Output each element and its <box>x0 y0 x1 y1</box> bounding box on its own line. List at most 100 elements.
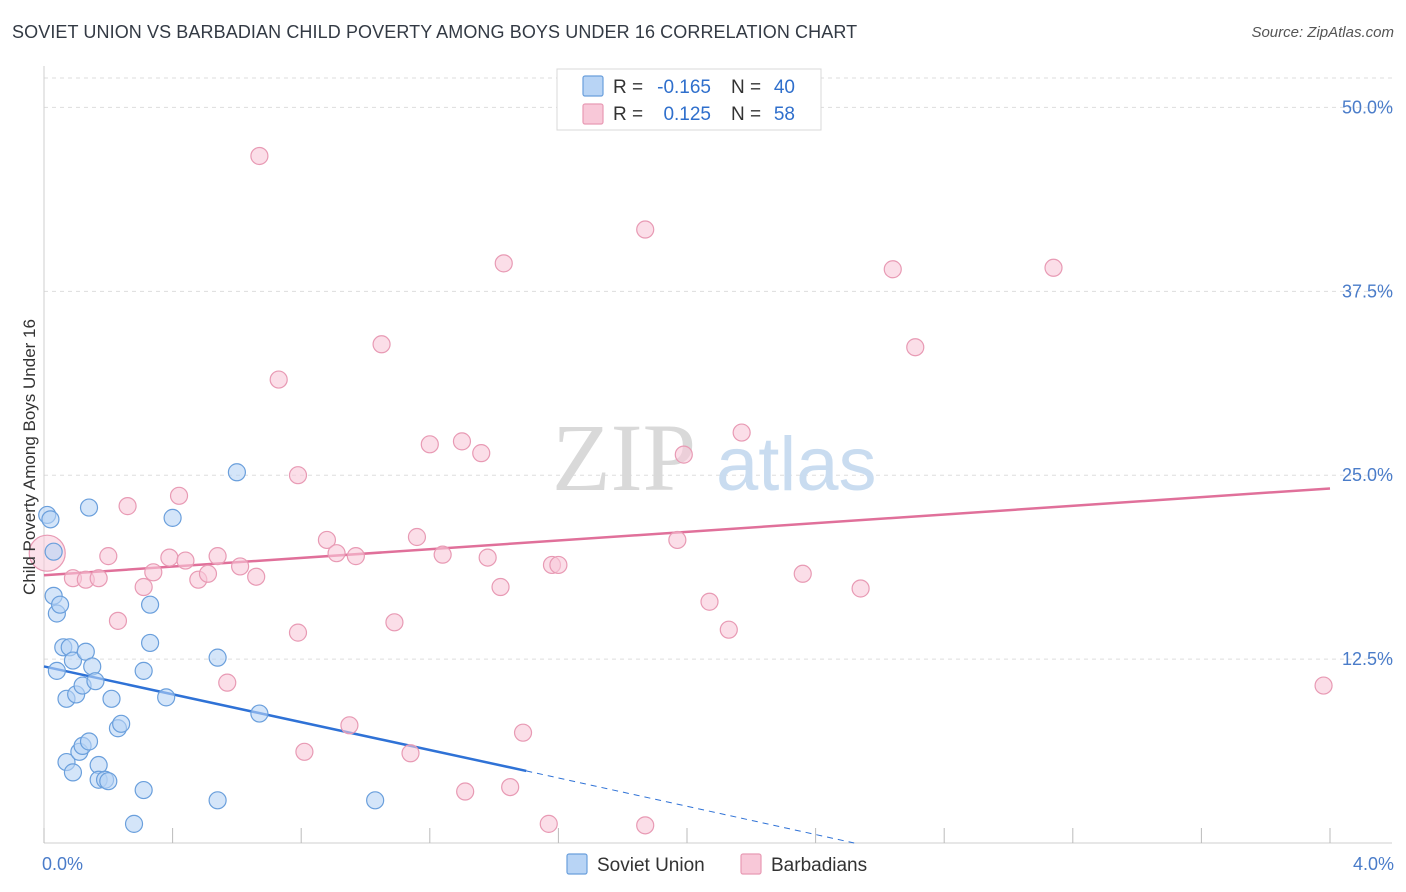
legend-n-label-barbadians: N = <box>731 104 761 125</box>
y-axis-title: Child Poverty Among Boys Under 16 <box>20 319 39 595</box>
legend-n-label-soviet: N = <box>731 77 761 98</box>
soviet-point-19 <box>79 498 99 517</box>
soviet-point-18 <box>79 732 99 751</box>
soviet-trend-extension <box>526 770 855 844</box>
barbadians-point-4 <box>99 547 118 566</box>
soviet-point-29 <box>124 814 144 833</box>
barbadians-trend-line <box>43 487 1331 577</box>
barbadians-point-54 <box>906 338 925 357</box>
barbadians-point-40 <box>513 723 533 742</box>
axes: 12.5% 25.0% 37.5% 50.0% 0.0% 4.0% <box>42 66 1394 874</box>
barbadians-point-39 <box>501 777 520 797</box>
watermark: ZIP atlas <box>552 404 877 511</box>
source-credit: Source: ZipAtlas.com <box>1251 24 1394 41</box>
barbadians-point-55 <box>1044 258 1063 277</box>
barbadians-point-31 <box>420 435 439 454</box>
soviet-point-32 <box>140 595 160 614</box>
barbadians-point-21 <box>288 466 308 485</box>
barbadians-point-24 <box>327 544 346 563</box>
barbadians-point-43 <box>549 555 568 575</box>
series-label-soviet[interactable]: Soviet Union <box>597 855 705 876</box>
barbadians-point-9 <box>160 548 179 567</box>
barbadians-point-11 <box>176 551 195 570</box>
legend-r-label-barbadians: R = <box>613 104 643 125</box>
soviet-point-12 <box>63 763 83 782</box>
barbadians-point-25 <box>340 716 359 735</box>
y-tick-label-0: 12.5% <box>1342 649 1393 669</box>
barbadians-point-51 <box>793 564 812 583</box>
soviet-point-33 <box>140 633 160 653</box>
barbadians-point-48 <box>700 592 719 611</box>
barbadians-point-47 <box>674 445 693 464</box>
trend-lines <box>43 487 1331 844</box>
soviet-point-30 <box>134 780 153 800</box>
barbadians-point-28 <box>385 613 404 632</box>
barbadians-point-46 <box>668 530 687 550</box>
barbadians-point-17 <box>247 567 266 586</box>
legend-swatch-soviet <box>582 75 604 97</box>
barbadians-point-56 <box>1314 676 1333 695</box>
barbadians-point-18 <box>250 146 269 166</box>
barbadians-point-38 <box>494 254 513 273</box>
soviet-point-36 <box>208 648 227 667</box>
barbadians-point-22 <box>295 742 314 761</box>
barbadians-point-19 <box>269 370 288 389</box>
barbadians-point-32 <box>433 545 452 564</box>
soviet-point-38 <box>227 463 246 482</box>
barbadians-point-14 <box>208 547 227 566</box>
barbadians-point-5 <box>108 611 128 630</box>
series-label-barbadians[interactable]: Barbadians <box>771 855 867 876</box>
data-points <box>28 146 1333 835</box>
barbadians-point-13 <box>198 564 218 583</box>
barbadians-point-29 <box>401 744 420 763</box>
barbadians-point-7 <box>134 577 153 597</box>
x-tick-label-1: 4.0% <box>1353 854 1394 874</box>
barbadians-point-49 <box>719 620 738 639</box>
legend-r-label-soviet: R = <box>613 77 643 98</box>
series-swatch-soviet[interactable] <box>566 853 588 875</box>
barbadians-point-52 <box>851 579 870 598</box>
barbadians-point-26 <box>346 547 365 566</box>
barbadians-point-27 <box>372 335 391 354</box>
barbadians-point-53 <box>883 260 902 279</box>
barbadians-point-6 <box>118 497 137 516</box>
soviet-point-1 <box>41 510 60 529</box>
soviet-point-5 <box>47 661 66 680</box>
y-tick-label-2: 37.5% <box>1342 281 1393 301</box>
watermark-zip: ZIP <box>552 404 696 511</box>
soviet-point-37 <box>208 791 227 810</box>
soviet-point-21 <box>86 672 105 691</box>
series-legend: Soviet Union Barbadians <box>566 853 867 876</box>
barbadians-point-45 <box>636 220 655 239</box>
soviet-point-28 <box>112 714 131 733</box>
legend-r-value-soviet: -0.165 <box>657 77 711 98</box>
soviet-point-2 <box>44 542 63 561</box>
barbadians-point-20 <box>288 623 308 642</box>
legend-n-value-barbadians: 58 <box>774 104 795 125</box>
correlation-legend: R = -0.165 N = 40 R = 0.125 N = 58 <box>556 68 822 131</box>
soviet-trend-line <box>43 665 527 773</box>
barbadians-point-36 <box>478 548 497 567</box>
soviet-point-26 <box>102 689 121 708</box>
soviet-point-39 <box>250 704 269 723</box>
barbadians-point-15 <box>218 673 237 692</box>
barbadians-point-44 <box>636 816 655 835</box>
barbadians-point-8 <box>144 563 163 582</box>
soviet-point-34 <box>157 688 176 707</box>
x-tick-label-0: 0.0% <box>42 854 83 874</box>
legend-n-value-soviet: 40 <box>774 77 795 98</box>
barbadians-point-3 <box>89 569 108 588</box>
legend-r-value-barbadians: 0.125 <box>663 104 711 125</box>
barbadians-point-50 <box>732 423 751 442</box>
soviet-point-35 <box>163 508 182 527</box>
chart-title: SOVIET UNION VS BARBADIAN CHILD POVERTY … <box>12 22 858 42</box>
legend-swatch-barbadians <box>582 103 604 125</box>
barbadians-point-41 <box>539 814 558 833</box>
soviet-point-20 <box>83 657 102 676</box>
series-swatch-barbadians[interactable] <box>740 853 762 875</box>
soviet-point-25 <box>99 772 118 791</box>
soviet-point-40 <box>366 791 385 810</box>
barbadians-point-33 <box>452 432 472 451</box>
barbadians-point-10 <box>169 486 189 505</box>
